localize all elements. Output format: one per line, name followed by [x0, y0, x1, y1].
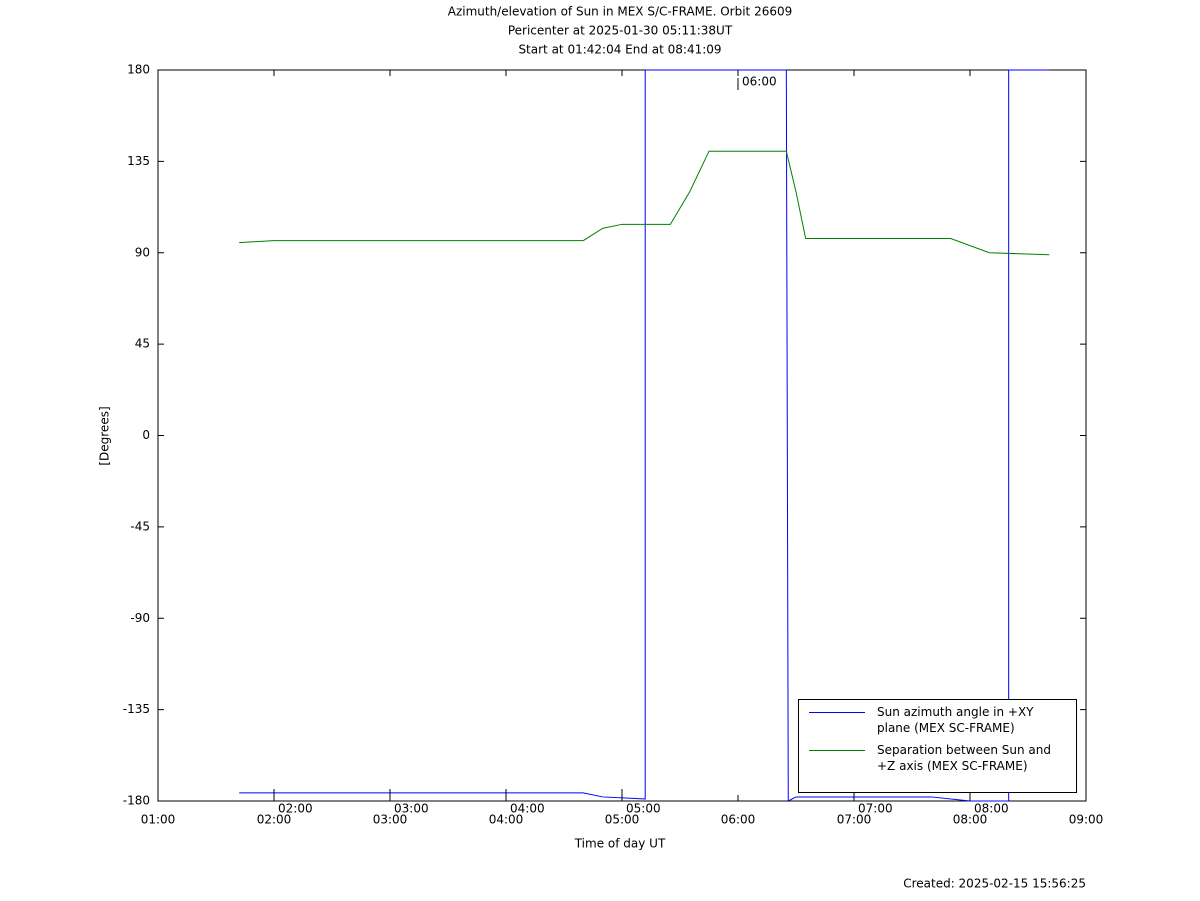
y-tick-label: 45 — [135, 337, 150, 351]
y-tick-label: -90 — [130, 611, 150, 625]
annotation: 08:00 — [974, 802, 1009, 816]
y-tick-label: 90 — [135, 245, 150, 259]
legend-item: Sun azimuth angle in +XY plane (MEX SC-F… — [805, 704, 1070, 736]
chart-subtitle: Pericenter at 2025-01-30 05:11:38UT — [508, 24, 733, 38]
legend-label: Separation between Sun and +Z axis (MEX … — [877, 743, 1051, 773]
y-axis-label: [Degrees] — [98, 406, 112, 465]
x-tick-label: 09:00 — [1069, 813, 1104, 827]
legend-item: Separation between Sun and +Z axis (MEX … — [805, 742, 1070, 774]
x-tick-label: 01:00 — [141, 813, 176, 827]
legend-swatch — [809, 712, 865, 713]
y-tick-label: -135 — [123, 702, 150, 716]
annotation: 07:00 — [858, 802, 893, 816]
x-tick-label: 02:00 — [257, 813, 292, 827]
y-tick-label: 180 — [127, 63, 150, 77]
series-line — [239, 150, 1050, 256]
y-tick-label: -45 — [130, 519, 150, 533]
x-tick-label: 05:00 — [605, 813, 640, 827]
chart-subtitle: Start at 01:42:04 End at 08:41:09 — [518, 43, 721, 57]
x-tick-label: 03:00 — [373, 813, 408, 827]
series-line — [239, 69, 1050, 802]
legend: Sun azimuth angle in +XY plane (MEX SC-F… — [798, 699, 1077, 793]
annotation: 03:00 — [394, 802, 429, 816]
legend-label: Sun azimuth angle in +XY plane (MEX SC-F… — [877, 705, 1034, 735]
legend-swatch — [809, 750, 865, 751]
x-tick-label: 06:00 — [721, 813, 756, 827]
annotation: 06:00 — [742, 75, 777, 89]
x-tick-label: 08:00 — [953, 813, 988, 827]
annotation: 02:00 — [278, 802, 313, 816]
annotation: 04:00 — [510, 802, 545, 816]
plot-frame — [157, 69, 1087, 802]
y-tick-label: 135 — [127, 154, 150, 168]
x-tick-label: 04:00 — [489, 813, 524, 827]
x-tick-label: 07:00 — [837, 813, 872, 827]
footer: Created: 2025-02-15 15:56:25 — [903, 877, 1086, 891]
y-tick-label: 0 — [142, 428, 150, 442]
chart-title: Azimuth/elevation of Sun in MEX S/C-FRAM… — [448, 5, 793, 19]
y-tick-label: -180 — [123, 794, 150, 808]
x-axis-label: Time of day UT — [574, 837, 666, 851]
annotation: 05:00 — [626, 802, 661, 816]
